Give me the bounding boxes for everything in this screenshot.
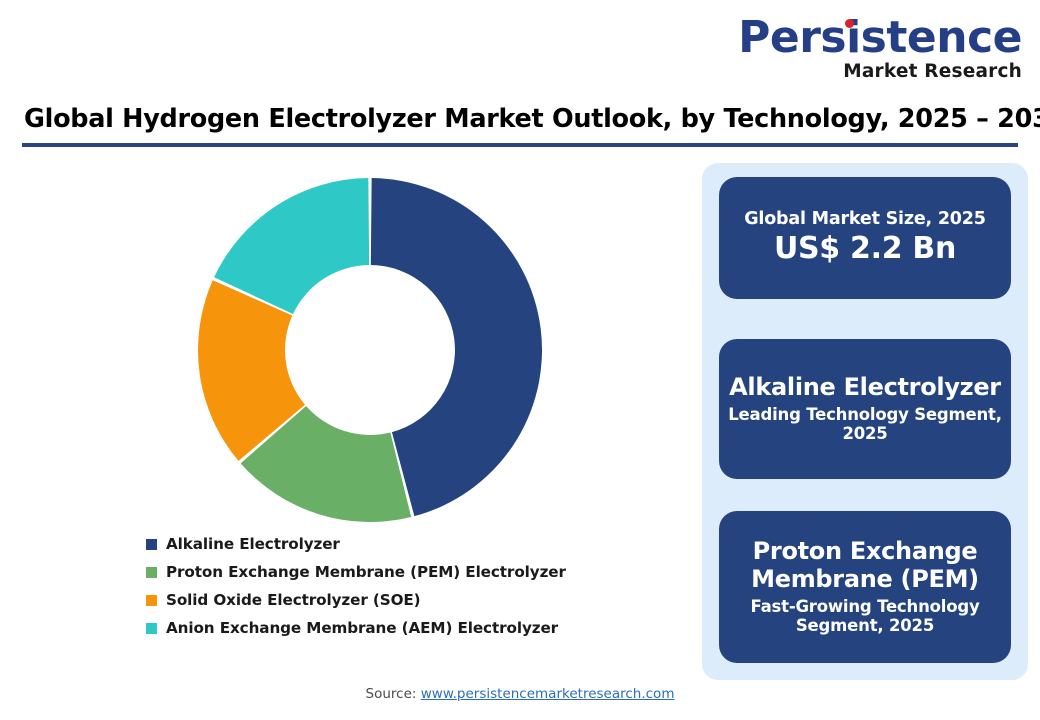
legend-item-pem: Proton Exchange Membrane (PEM) Electroly…: [146, 558, 666, 586]
chart-legend: Alkaline Electrolyzer Proton Exchange Me…: [146, 530, 666, 642]
red-dot-icon: [845, 19, 855, 28]
legend-label-aem: Anion Exchange Membrane (AEM) Electrolyz…: [166, 619, 559, 637]
leading-segment-name: Alkaline Electrolyzer: [729, 372, 1001, 401]
donut-slice: [370, 178, 542, 517]
company-logo: Persistence Market Research: [738, 16, 1022, 82]
fast-growing-segment-card: Proton Exchange Membrane (PEM) Fast-Grow…: [719, 511, 1011, 663]
source-footer: Source: www.persistencemarketresearch.co…: [0, 686, 1040, 702]
donut-slice: [214, 178, 370, 315]
legend-swatch-alkaline: [146, 538, 157, 550]
highlights-panel: Global Market Size, 2025 US$ 2.2 Bn Alka…: [702, 163, 1028, 680]
title-divider: [22, 143, 1018, 147]
donut-svg: [198, 178, 542, 522]
legend-label-alkaline: Alkaline Electrolyzer: [166, 535, 340, 553]
fast-growing-segment-subtext: Fast-Growing Technology Segment, 2025: [750, 596, 980, 636]
legend-swatch-pem: [146, 566, 157, 578]
donut-slice: [198, 280, 306, 461]
legend-swatch-aem: [146, 622, 157, 634]
page-title: Global Hydrogen Electrolyzer Market Outl…: [24, 104, 1040, 134]
legend-swatch-soe: [146, 594, 157, 606]
legend-item-alkaline: Alkaline Electrolyzer: [146, 530, 666, 558]
logo-tagline: Market Research: [843, 61, 1022, 82]
legend-label-pem: Proton Exchange Membrane (PEM) Electroly…: [166, 563, 566, 581]
logo-wordmark: Persistence: [738, 16, 1022, 60]
source-link[interactable]: www.persistencemarketresearch.com: [420, 686, 675, 702]
legend-label-soe: Solid Oxide Electrolyzer (SOE): [166, 591, 421, 609]
legend-item-aem: Anion Exchange Membrane (AEM) Electrolyz…: [146, 614, 666, 642]
legend-item-soe: Solid Oxide Electrolyzer (SOE): [146, 586, 666, 614]
market-size-value: US$ 2.2 Bn: [773, 231, 957, 267]
donut-slice: [240, 406, 412, 522]
leading-segment-card: Alkaline Electrolyzer Leading Technology…: [719, 339, 1011, 479]
fast-growing-segment-name: Proton Exchange Membrane (PEM): [751, 536, 979, 593]
market-size-card: Global Market Size, 2025 US$ 2.2 Bn: [719, 177, 1011, 299]
leading-segment-subtext: Leading Technology Segment, 2025: [728, 404, 1002, 444]
logo-main-text: Persistence: [738, 12, 1022, 63]
source-label: Source:: [365, 686, 417, 702]
market-size-caption: Global Market Size, 2025: [744, 209, 986, 230]
technology-share-donut-chart: [198, 178, 542, 522]
